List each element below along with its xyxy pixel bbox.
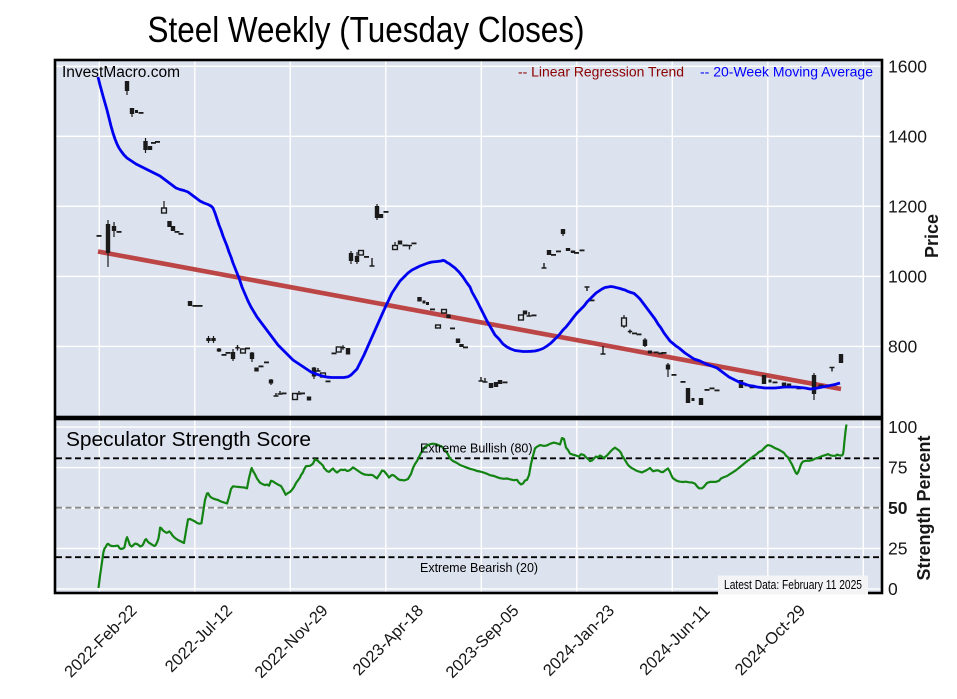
svg-text:Extreme Bearish (20): Extreme Bearish (20): [420, 561, 538, 575]
svg-text:1200: 1200: [888, 196, 927, 216]
svg-text:Strength Percent: Strength Percent: [914, 435, 934, 580]
svg-text:75: 75: [888, 458, 907, 478]
svg-text:Speculator Strength Score: Speculator Strength Score: [66, 428, 311, 451]
svg-text:Steel Weekly (Tuesday Closes): Steel Weekly (Tuesday Closes): [148, 9, 585, 50]
svg-text:InvestMacro.com: InvestMacro.com: [62, 64, 180, 81]
svg-text:Price: Price: [922, 214, 942, 258]
svg-text:1400: 1400: [888, 126, 927, 146]
svg-text:-- 20-Week Moving Average: -- 20-Week Moving Average: [700, 64, 873, 80]
svg-text:Latest Data: February 11 2025: Latest Data: February 11 2025: [724, 578, 862, 592]
svg-text:50: 50: [888, 498, 908, 518]
svg-text:-- Linear Regression Trend: -- Linear Regression Trend: [518, 64, 684, 80]
svg-text:1000: 1000: [888, 266, 927, 286]
svg-text:1600: 1600: [888, 56, 927, 76]
svg-text:Extreme Bullish (80): Extreme Bullish (80): [420, 442, 533, 456]
svg-text:100: 100: [888, 417, 917, 437]
svg-text:25: 25: [888, 539, 907, 559]
svg-text:0: 0: [888, 579, 898, 599]
svg-text:800: 800: [888, 336, 917, 356]
